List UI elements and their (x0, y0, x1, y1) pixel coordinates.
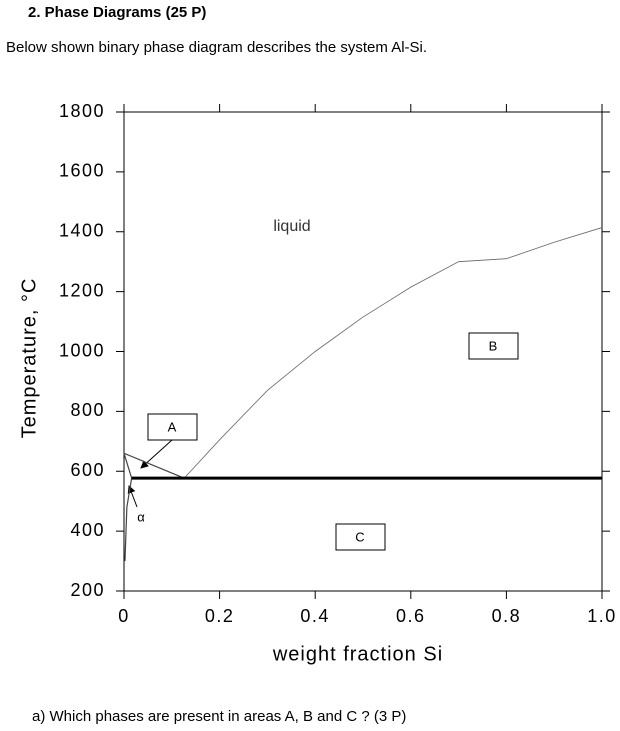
y-tick-label: 200 (70, 580, 105, 600)
phase-boundary (123, 452, 185, 479)
x-tick-label: 0.6 (396, 606, 426, 626)
label-box (468, 332, 519, 360)
y-tick-label: 1400 (59, 221, 105, 241)
x-tick-label: 0 (118, 606, 130, 626)
y-tick-label: 1000 (59, 340, 105, 360)
y-tick-label: 600 (70, 460, 105, 480)
phase-boundary (124, 478, 133, 562)
x-axis-label: weight fraction Si (272, 643, 443, 665)
region-label: α (137, 509, 145, 524)
label-box (147, 413, 198, 441)
y-tick-label: 1800 (59, 101, 105, 121)
label-box (335, 523, 386, 551)
x-tick-label: 0.8 (492, 606, 522, 626)
region-label: A (168, 419, 177, 434)
y-tick-label: 800 (70, 400, 105, 420)
arrow (140, 439, 173, 469)
x-tick-label: 0.4 (300, 606, 330, 626)
region-label: C (355, 529, 364, 544)
region-label: B (489, 338, 498, 353)
section-title: 2. Phase Diagrams (25 P) (28, 4, 206, 21)
y-tick-label: 1200 (59, 280, 105, 300)
intro-text: Below shown binary phase diagram describ… (6, 39, 427, 56)
y-tick-label: 400 (70, 520, 105, 540)
region-label: liquid (273, 218, 310, 235)
phase-boundary (123, 453, 133, 479)
y-axis-label: Temperature, °C (18, 278, 40, 439)
x-tick-label: 0.2 (205, 606, 235, 626)
y-tick-label: 1600 (59, 161, 105, 181)
plot-frame (123, 111, 603, 592)
phase-boundary (183, 227, 603, 479)
question: a) Which phases are present in areas A, … (32, 708, 406, 725)
x-tick-label: 1.0 (587, 606, 617, 626)
